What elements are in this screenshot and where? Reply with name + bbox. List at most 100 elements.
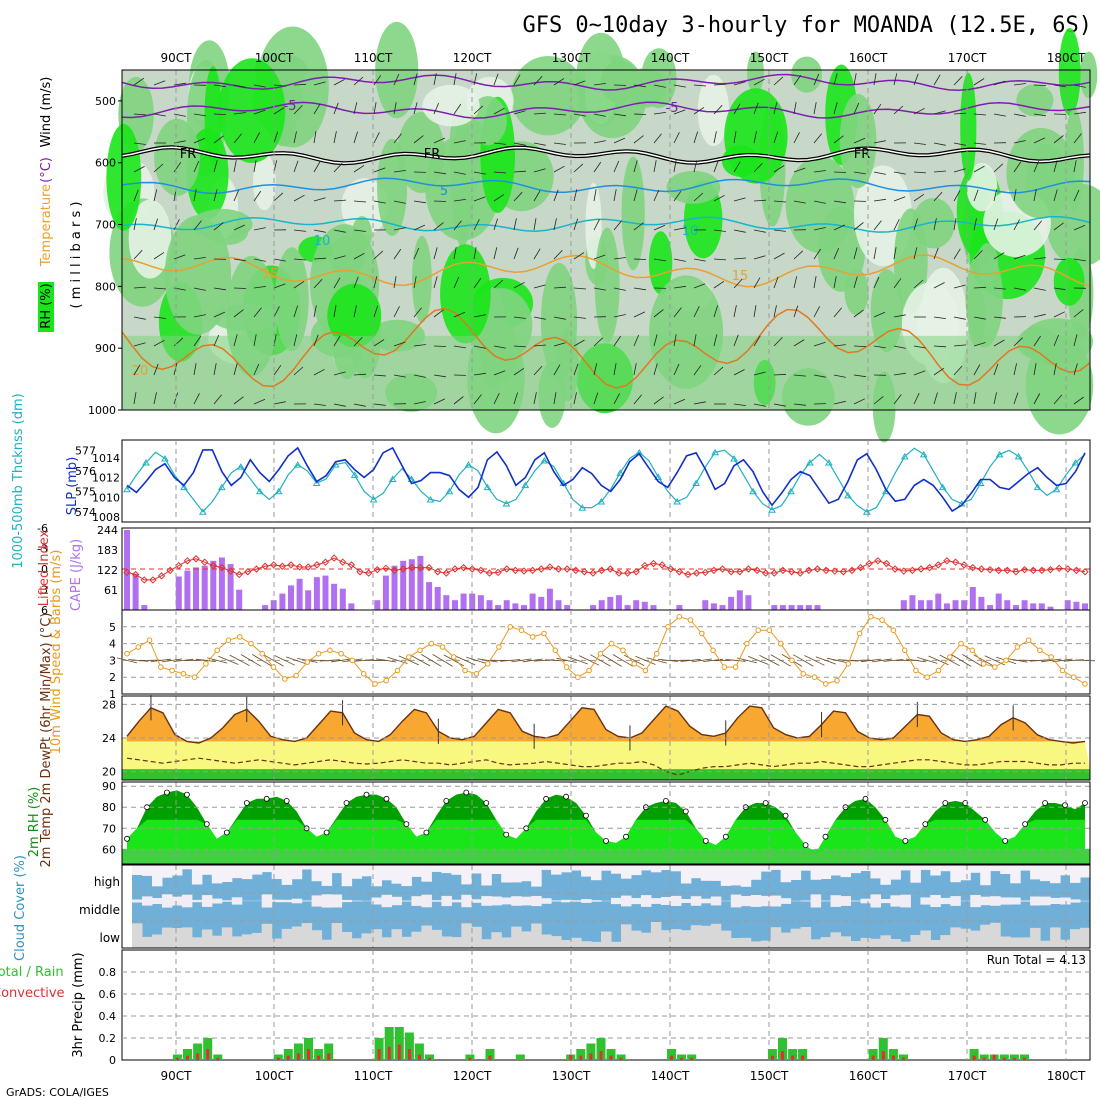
cloud-low-area (890, 939, 901, 948)
wind-barb (373, 305, 379, 318)
cloud-mid-gap (191, 899, 203, 903)
wind-barb (333, 403, 346, 407)
wind-barb (753, 371, 766, 376)
li-point (1055, 564, 1063, 573)
wind-barb (513, 142, 526, 146)
wind-barb (893, 394, 902, 405)
precip-convective-bar (609, 1055, 613, 1060)
rh-area (1016, 84, 1054, 117)
cloud-mid-gap (581, 899, 592, 903)
wind-barb (413, 200, 426, 204)
ylabel-temp2m: 2m Temp 2m DewPt (6hr Min/Max) (°C) (39, 613, 54, 868)
wind-barb (511, 658, 532, 663)
cloud-high-gap (611, 865, 622, 874)
cloud-mid-gap (201, 895, 213, 907)
li-point (787, 568, 796, 576)
wind-speed-point (462, 667, 468, 674)
cloud-high-gap (501, 865, 512, 883)
cloud-mid-gap (700, 898, 712, 904)
precip-total-bar (414, 1043, 424, 1060)
wind-barb (213, 363, 217, 376)
rh-point (203, 821, 210, 827)
cape-bar (598, 600, 605, 610)
cloud-high-gap (381, 865, 392, 881)
wind-barb (933, 392, 938, 405)
thickness-point (312, 479, 321, 487)
li-point (554, 565, 563, 573)
cloud-low-area (960, 928, 971, 948)
cloud-mid-gap (1070, 899, 1081, 903)
wind-barb (453, 140, 466, 144)
wind-barb (853, 374, 866, 378)
precip-tick: 0.6 (99, 988, 117, 1001)
wind-barb (240, 654, 262, 667)
wind-barb (213, 334, 220, 347)
li-point (882, 559, 891, 568)
cloud-high-gap (830, 865, 841, 876)
wind-barb (973, 218, 977, 231)
wind-speed-point (687, 617, 694, 623)
wind-barb (693, 192, 704, 202)
precip-convective-bar (488, 1055, 492, 1060)
temperature-contour (121, 73, 1091, 92)
wind-barb (873, 311, 886, 318)
wind-barb (613, 287, 626, 291)
panel-frame (121, 949, 1091, 1061)
wind-speed-point (642, 667, 649, 674)
cloud-low-area (970, 930, 981, 948)
contour-label: 5 (440, 184, 448, 199)
cape-bar (771, 605, 778, 610)
li-point (623, 569, 632, 577)
wind-speed-point (800, 671, 807, 677)
cloud-mid-gap (591, 900, 602, 902)
precip-total-bar (404, 1032, 414, 1060)
cloud-low-area (710, 923, 722, 948)
cloud-high-gap (1020, 865, 1031, 871)
cloud-mid-gap (321, 894, 333, 908)
x-tick-label-top: 160CT (849, 51, 888, 65)
precip-convective-bar (680, 1057, 684, 1060)
cloud-low-area (221, 927, 233, 948)
cloud-high-gap (690, 865, 702, 879)
upper-air-panel: -5 -5 FR FR FR 5 10 10 15 15 20 90CT 100CT 110CT 120CT… (38, 21, 1100, 443)
wind-barb (913, 193, 925, 202)
temp-tick: 28 (102, 698, 116, 711)
li-point (701, 568, 709, 577)
ylabel-thickness: 1000-500mb Thcknss (dm) (11, 393, 26, 568)
wind-barb (753, 277, 761, 289)
cloud-high-gap (1050, 865, 1061, 884)
cape-bar (961, 600, 968, 610)
li-point (718, 565, 727, 573)
wind-speed-point (304, 659, 311, 665)
cloud-high-gap (491, 865, 502, 874)
wind-barb (173, 337, 184, 347)
wind-barb (133, 218, 137, 231)
pressure-tick: 900 (95, 342, 116, 355)
cloud-low-area (680, 930, 692, 948)
wind-barb (1073, 363, 1078, 376)
cape-bar (935, 593, 942, 610)
li-point (994, 566, 1003, 575)
cape-bar (1047, 606, 1054, 610)
cloud-mid-gap (171, 896, 183, 906)
cloud-low-area (700, 925, 712, 948)
li-point (330, 554, 338, 562)
cloud-mid-gap (690, 896, 702, 906)
wind-barb (477, 658, 498, 663)
wind-barb (590, 654, 611, 667)
wind-barb (522, 658, 543, 663)
precip-total-bar (425, 1054, 434, 1060)
wind-barb (853, 345, 867, 347)
precip-tick: 0.8 (99, 966, 117, 979)
cloud-mid-gap (1040, 896, 1051, 906)
li-point (1003, 566, 1012, 575)
wind-barb (913, 107, 925, 115)
li-point (960, 561, 968, 569)
wind-speed-point (473, 671, 480, 677)
chart-title: GFS 0~10day 3-hourly for MOANDA (12.5E, … (522, 13, 1092, 38)
cloud-mid-gap (161, 894, 173, 908)
wind-barb (513, 345, 527, 348)
wind-barb (624, 654, 645, 666)
wind-barb (293, 194, 305, 202)
wind-barb (593, 287, 606, 291)
